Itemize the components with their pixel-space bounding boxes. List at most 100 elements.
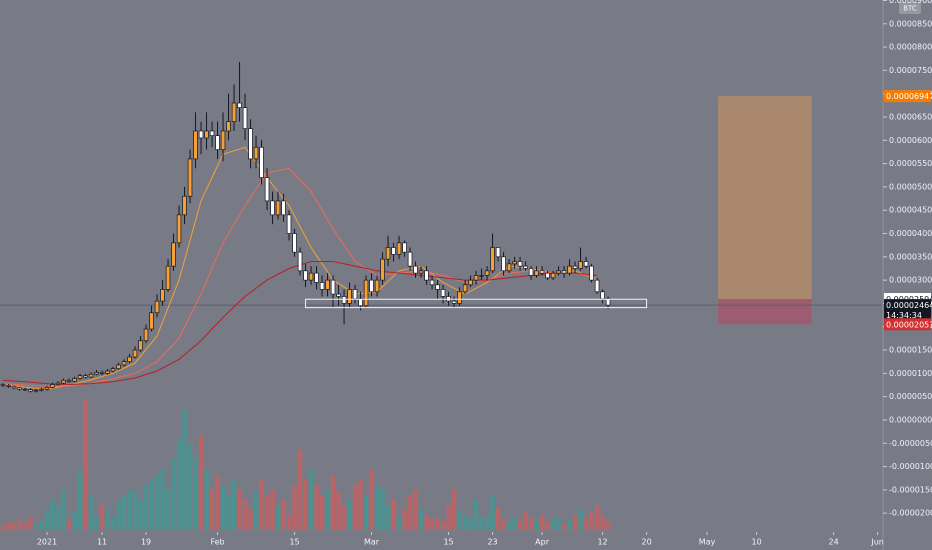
volume-bar — [39, 521, 44, 530]
volume-bar — [578, 510, 583, 530]
volume-bar — [94, 515, 99, 530]
volume-bar — [567, 520, 572, 530]
candle-body — [33, 389, 39, 392]
candle-body — [380, 258, 385, 281]
volume-bar — [506, 522, 512, 530]
candle-body — [28, 389, 33, 392]
volume-bar — [319, 495, 325, 530]
volume-bar — [490, 495, 495, 530]
volume-bar — [352, 485, 358, 530]
price-countdown: 14:34:34 — [886, 311, 922, 320]
candle-body — [110, 368, 116, 372]
x-tick-label: May — [699, 538, 716, 547]
volume-bar — [314, 485, 319, 530]
volume-bar — [347, 500, 352, 530]
candle-body — [369, 279, 374, 293]
candle-body — [578, 261, 583, 269]
candle-body — [523, 265, 528, 269]
candle-body — [407, 251, 413, 267]
volume-bar — [226, 495, 231, 530]
candle-body — [545, 272, 550, 279]
candle-body — [402, 242, 407, 253]
candle-body — [55, 382, 61, 385]
volume-bar — [556, 518, 561, 530]
volume-bar — [413, 490, 418, 530]
candle-body — [330, 279, 336, 295]
candle-body — [204, 130, 209, 139]
volume-bar — [600, 515, 605, 530]
volume-bar — [204, 470, 209, 530]
volume-bar — [523, 512, 528, 530]
candle-body — [358, 298, 363, 307]
volume-bar — [534, 520, 539, 530]
volume-bar — [457, 510, 462, 530]
candle-body — [17, 387, 22, 390]
x-tick-label: Jun — [870, 538, 884, 547]
candle-body — [567, 265, 572, 274]
candle-body — [303, 270, 308, 281]
candle-body — [385, 247, 391, 260]
candle-body — [138, 340, 143, 351]
candle-body — [121, 361, 127, 366]
candle-body — [220, 130, 226, 150]
candle-body — [198, 130, 204, 139]
volume-bar — [303, 480, 308, 530]
volume-bar — [105, 510, 110, 530]
candle-body — [127, 356, 132, 363]
price-label: 0.00002464 — [886, 301, 932, 310]
volume-bar — [209, 490, 215, 530]
volume-bar — [138, 500, 143, 530]
volume-bar — [308, 470, 314, 530]
candle-body — [490, 247, 495, 272]
volume-bar — [11, 524, 17, 530]
volume-bar — [17, 520, 22, 530]
x-tick-label: 15 — [443, 538, 453, 547]
candle-body — [418, 270, 424, 274]
volume-bar — [220, 485, 226, 530]
volume-bar — [28, 518, 33, 530]
candle-body — [413, 265, 418, 274]
moving-average-line — [2, 146, 598, 390]
candle-body — [44, 386, 50, 390]
volume-bar — [143, 485, 149, 530]
candle-body — [435, 284, 440, 290]
candle-body — [66, 379, 72, 382]
volume-bar — [77, 470, 83, 530]
volume-bar — [545, 522, 550, 530]
candle-body — [308, 272, 314, 281]
volume-bar — [363, 495, 369, 530]
volume-bar — [242, 500, 248, 530]
candle-body — [341, 296, 347, 304]
volume-bar — [0, 525, 6, 530]
candle-body — [281, 200, 286, 216]
candle-body — [231, 102, 237, 123]
candle-body — [187, 158, 193, 197]
support-zone — [305, 298, 648, 309]
candle-body — [215, 135, 220, 150]
volume-bar — [193, 455, 198, 530]
candle-body — [314, 272, 319, 283]
candle-body — [39, 388, 44, 391]
volume-bar — [116, 502, 121, 530]
volume-bar — [572, 515, 578, 530]
position-loss-zone — [718, 299, 812, 325]
volume-bar — [198, 435, 204, 530]
candle-body — [479, 275, 484, 277]
candle-body — [589, 265, 594, 281]
candle-body — [484, 270, 490, 276]
volume-bar — [182, 410, 187, 530]
candle-body — [363, 279, 369, 307]
candle-body — [193, 130, 198, 160]
volume-bar — [154, 475, 160, 530]
candle-body — [391, 247, 396, 255]
candle-body — [539, 270, 545, 274]
volume-bar — [473, 500, 479, 530]
